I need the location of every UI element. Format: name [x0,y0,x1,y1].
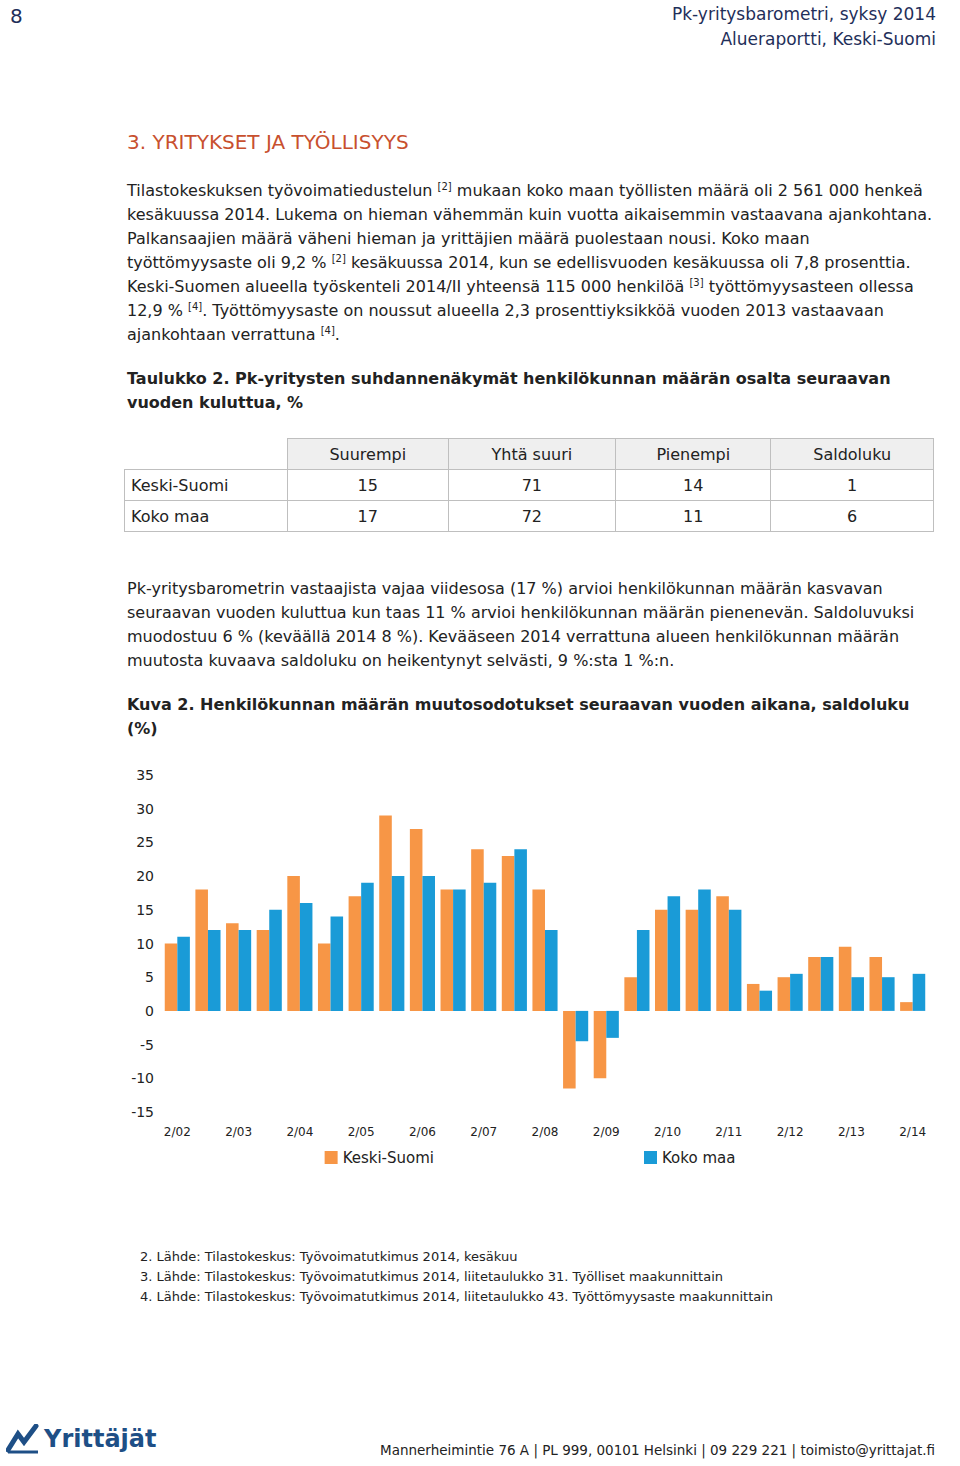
svg-text:-5: -5 [140,1037,154,1053]
svg-text:30: 30 [136,801,154,817]
html-text:Pienempi: Pienempi [656,444,731,464]
svg-text:2/12: 2/12 [777,1125,804,1139]
html-text:71: 71 [521,475,542,495]
svg-text:2/04: 2/04 [286,1125,313,1139]
html-text:Pk-yritysbarometrin vastaajist: Pk-yritysbarometrin vastaajista vajaa vi… [127,579,915,670]
html-text:72: 72 [521,506,542,526]
svg-text:35: 35 [136,767,154,783]
svg-text:15: 15 [136,902,154,918]
svg-text:2/11: 2/11 [715,1125,742,1139]
svg-text:2/07: 2/07 [470,1125,497,1139]
html-text:Taulukko 2. Pk-yritysten suhda: Taulukko 2. Pk-yritysten suhdannenäkymät… [127,369,891,412]
html-text:8: 8 [10,4,23,28]
html-text:Tilastokeskuksen työvoimatiedu: Tilastokeskuksen työvoimatiedustelun[2]m… [127,180,933,344]
html-text:Suurempi: Suurempi [329,444,407,464]
svg-text:2/03: 2/03 [225,1125,252,1139]
html-text:4. Lähde: Tilastokeskus: Työvo: 4. Lähde: Tilastokeskus: Työvoimatutkimu… [140,1289,774,1304]
svg-text:0: 0 [145,1003,154,1019]
svg-text:2/14: 2/14 [899,1125,926,1139]
svg-text:2/02: 2/02 [164,1125,191,1139]
svg-text:20: 20 [136,868,154,884]
svg-text:2/10: 2/10 [654,1125,681,1139]
html-text:3. YRITYKSET JA TYÖLLISYYS: 3. YRITYKSET JA TYÖLLISYYS [127,130,409,154]
html-text:2. Lähde: Tilastokeskus: Työvo: 2. Lähde: Tilastokeskus: Työvoimatutkimu… [140,1249,518,1264]
html-text:Kuva 2. Henkilökunnan määrän m: Kuva 2. Henkilökunnan määrän muutosodotu… [127,695,910,738]
html-text:Mannerheimintie 76 A | PL 999,: Mannerheimintie 76 A | PL 999, 00101 Hel… [380,1442,935,1458]
svg-text:10: 10 [136,936,154,952]
html-text:1: 1 [847,475,858,495]
html-text:Pk-yritysbarometri, syksy 2014: Pk-yritysbarometri, syksy 2014 [671,4,936,24]
html-text:17: 17 [357,506,378,526]
html-text:Saldoluku: Saldoluku [813,444,892,464]
svg-text:2/05: 2/05 [348,1125,375,1139]
html-text:Alueraportti, Keski-Suomi: Alueraportti, Keski-Suomi [720,29,936,49]
svg-text:2/06: 2/06 [409,1125,436,1139]
html-text:11: 11 [683,506,704,526]
svg-text:25: 25 [136,834,154,850]
html-text:Koko maa: Koko maa [131,506,210,526]
html-text:Yhtä suuri: Yhtä suuri [491,444,573,464]
svg-text:-15: -15 [131,1104,154,1120]
svg-text:2/09: 2/09 [593,1125,620,1139]
svg-text:5: 5 [145,969,154,985]
html-text:15: 15 [357,475,378,495]
svg-text:2/08: 2/08 [532,1125,559,1139]
svg-text:Keski-Suomi: Keski-Suomi [343,1149,434,1167]
svg-text:-10: -10 [131,1070,154,1086]
svg-text:Koko maa: Koko maa [662,1149,735,1167]
html-text:Keski-Suomi: Keski-Suomi [131,475,229,495]
html-text:14: 14 [683,475,704,495]
svg-text:2/13: 2/13 [838,1125,865,1139]
html-text:6: 6 [847,506,858,526]
html-text:Yrittäjät: Yrittäjät [44,1425,157,1453]
html-text:3. Lähde: Tilastokeskus: Työvo: 3. Lähde: Tilastokeskus: Työvoimatutkimu… [140,1269,723,1284]
